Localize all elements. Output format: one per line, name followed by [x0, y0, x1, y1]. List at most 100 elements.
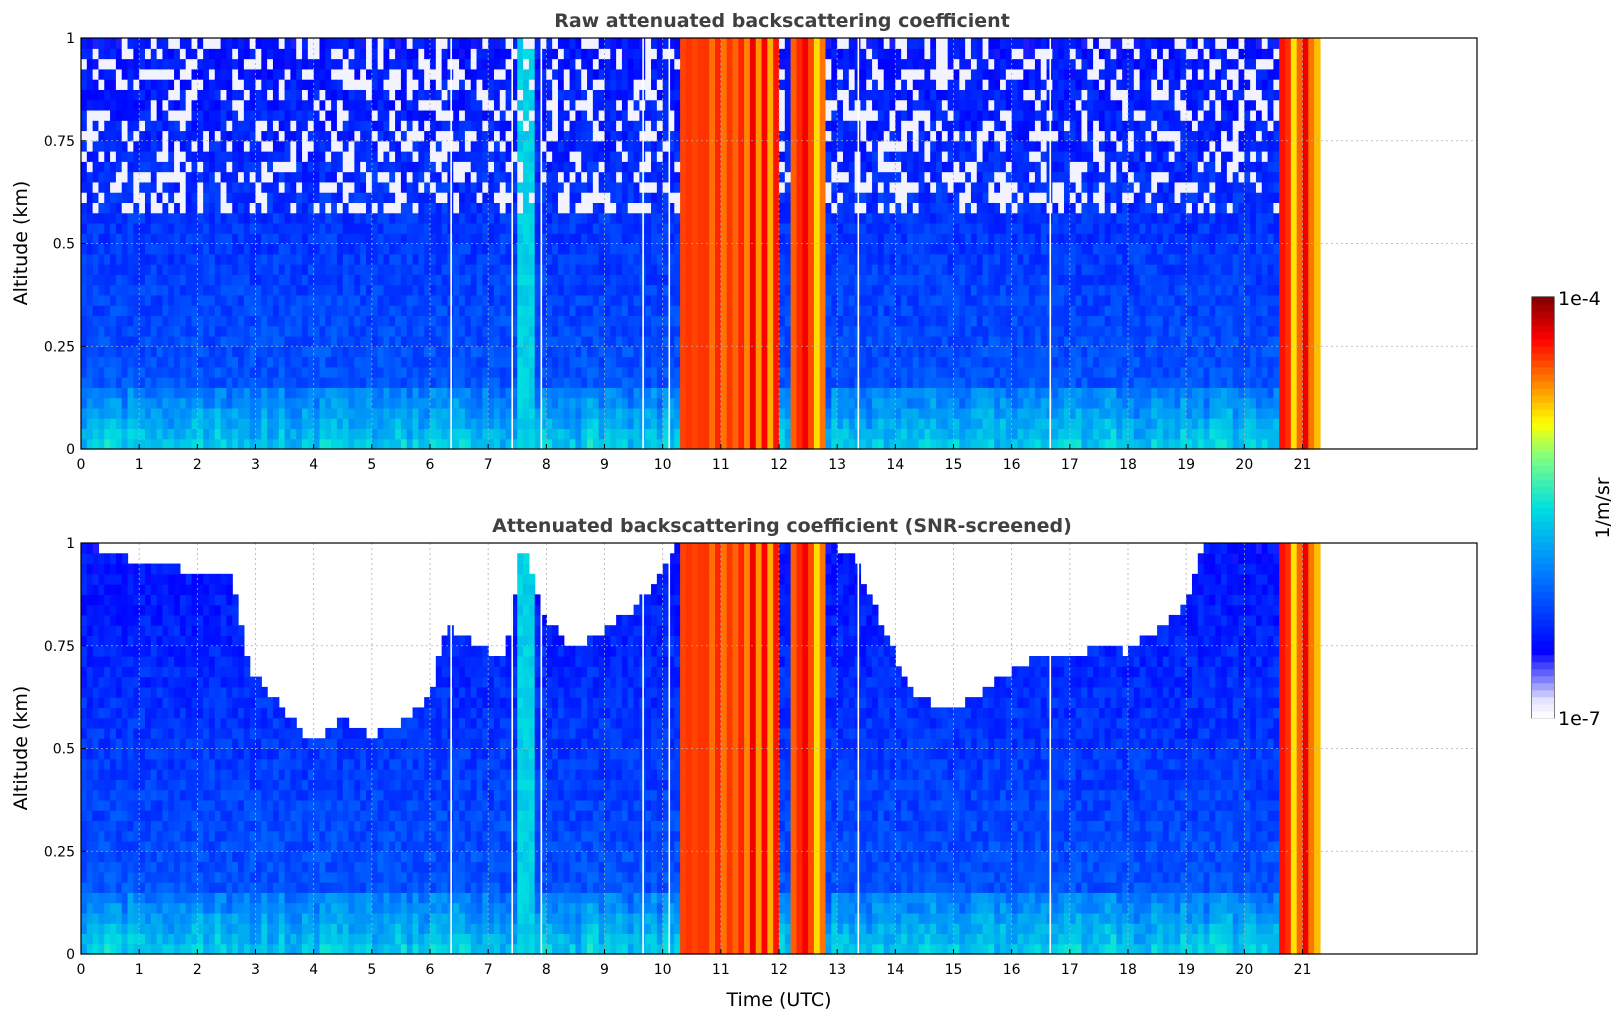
- heatmap-cell: [313, 284, 321, 296]
- heatmap-cell: [441, 222, 449, 234]
- heatmap-cell: [761, 181, 768, 193]
- heatmap-cell: [179, 181, 187, 193]
- heatmap-cell: [366, 377, 373, 388]
- heatmap-cell: [761, 335, 768, 347]
- heatmap-cell: [406, 202, 414, 214]
- heatmap-cell: [150, 68, 158, 80]
- heatmap-cell: [540, 274, 547, 286]
- heatmap-cell: [610, 202, 617, 214]
- heatmap-cell: [592, 346, 600, 358]
- heatmap-cell: [243, 418, 251, 430]
- heatmap-cell: [156, 305, 164, 317]
- heatmap-cell: [755, 346, 763, 358]
- heatmap-cell: [685, 335, 693, 347]
- heatmap-cell: [575, 264, 582, 275]
- heatmap-cell: [290, 38, 297, 49]
- heatmap-cell: [377, 305, 385, 317]
- heatmap-cell: [691, 356, 699, 368]
- heatmap-cell: [511, 38, 518, 49]
- heatmap-cell: [226, 130, 233, 142]
- heatmap-cell: [709, 284, 716, 296]
- heatmap-cell: [331, 407, 338, 419]
- heatmap-cell: [296, 222, 303, 234]
- heatmap-cell: [732, 99, 739, 111]
- heatmap-cell: [464, 243, 472, 255]
- heatmap-cell: [208, 325, 216, 337]
- heatmap-cell: [162, 325, 169, 337]
- heatmap-cell: [319, 253, 326, 265]
- heatmap-cell: [360, 181, 367, 193]
- heatmap-cell: [773, 89, 780, 101]
- heatmap-cell: [482, 377, 489, 388]
- heatmap-cell: [383, 99, 390, 111]
- heatmap-cell: [331, 387, 338, 399]
- heatmap-cell: [290, 79, 297, 90]
- heatmap-cell: [121, 202, 129, 214]
- heatmap-cell: [744, 130, 751, 142]
- heatmap-cell: [115, 140, 123, 152]
- heatmap-cell: [587, 253, 594, 265]
- heatmap-cell: [557, 346, 565, 358]
- heatmap-cell: [779, 418, 786, 430]
- heatmap-cell: [290, 407, 297, 419]
- heatmap-cell: [726, 366, 734, 378]
- heatmap-cell: [267, 315, 274, 327]
- heatmap-cell: [587, 222, 594, 234]
- heatmap-cell: [400, 89, 408, 101]
- heatmap-cell: [621, 274, 629, 286]
- heatmap-cell: [709, 346, 716, 358]
- heatmap-cell: [220, 438, 228, 450]
- heatmap-cell: [662, 294, 670, 306]
- heatmap-cell: [732, 438, 739, 450]
- heatmap-cell: [528, 305, 536, 317]
- heatmap-cell: [104, 305, 111, 317]
- heatmap-cell: [395, 181, 402, 193]
- heatmap-cell: [348, 305, 355, 317]
- heatmap-cell: [319, 407, 326, 419]
- heatmap-cell: [127, 407, 134, 419]
- heatmap-cell: [307, 294, 315, 306]
- heatmap-cell: [709, 428, 716, 440]
- heatmap-cell: [406, 68, 414, 80]
- heatmap-cell: [278, 120, 286, 132]
- heatmap-cell: [156, 222, 164, 234]
- heatmap-cell: [435, 315, 443, 327]
- heatmap-cell: [738, 38, 745, 49]
- heatmap-cell: [325, 120, 332, 132]
- heatmap-cell: [645, 356, 652, 368]
- heatmap-cell: [761, 109, 768, 121]
- heatmap-cell: [208, 48, 216, 60]
- heatmap-cell: [377, 48, 385, 60]
- heatmap-cell: [435, 99, 443, 111]
- heatmap-cell: [802, 202, 809, 214]
- heatmap-cell: [336, 366, 344, 378]
- heatmap-cell: [732, 130, 739, 142]
- heatmap-cell: [732, 233, 739, 245]
- heatmap-cell: [121, 428, 129, 440]
- heatmap-cell: [272, 264, 280, 275]
- heatmap-cell: [92, 140, 100, 152]
- heatmap-cell: [133, 130, 140, 142]
- heatmap-cell: [377, 58, 385, 70]
- heatmap-cell: [569, 335, 577, 347]
- heatmap-cell: [761, 89, 768, 101]
- heatmap-cell: [784, 428, 792, 440]
- heatmap-cell: [645, 58, 652, 70]
- heatmap-cell: [389, 346, 396, 358]
- heatmap-cell: [331, 120, 338, 132]
- heatmap-cell: [156, 181, 164, 193]
- heatmap-cell: [592, 428, 600, 440]
- heatmap-cell: [430, 294, 437, 306]
- heatmap-cell: [546, 346, 553, 358]
- heatmap-cell: [430, 305, 437, 317]
- heatmap-cell: [645, 89, 652, 101]
- heatmap-cell: [371, 99, 379, 111]
- heatmap-cell: [656, 294, 664, 306]
- heatmap-cell: [86, 397, 94, 409]
- heatmap-cell: [738, 325, 745, 337]
- heatmap-cell: [348, 38, 355, 49]
- heatmap-cell: [790, 151, 798, 162]
- heatmap-cell: [715, 161, 722, 173]
- heatmap-cell: [464, 38, 472, 49]
- heatmap-cell: [342, 68, 350, 80]
